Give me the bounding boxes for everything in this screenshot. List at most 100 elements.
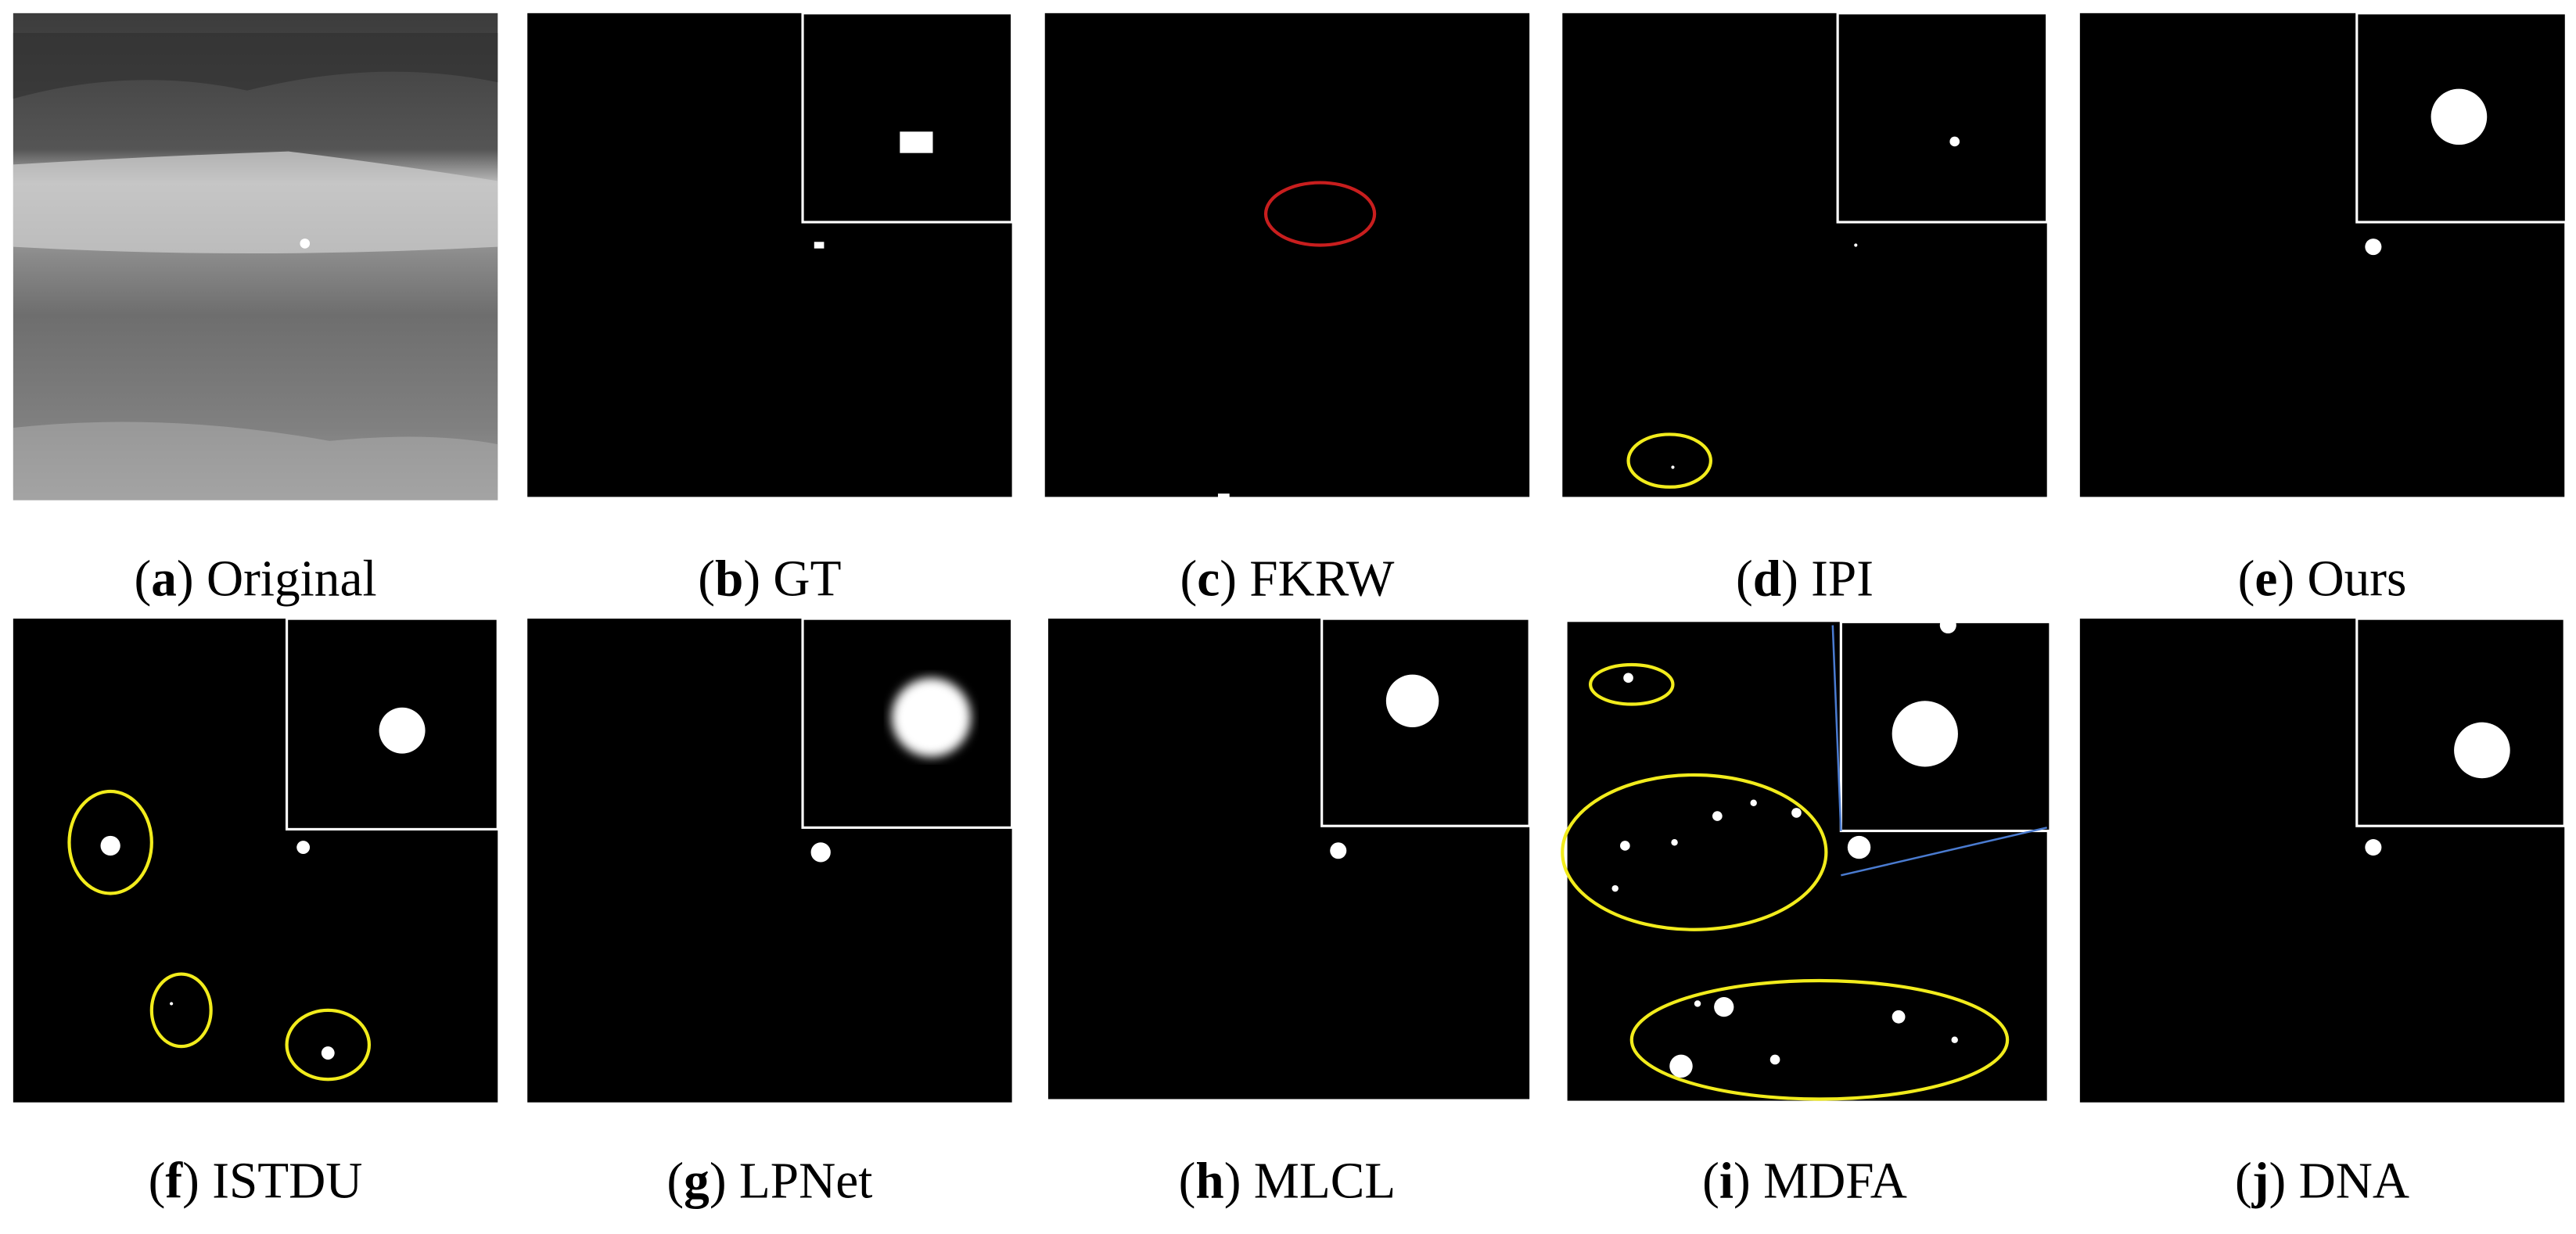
target-blob bbox=[1949, 136, 1960, 147]
highlight-ellipse bbox=[1561, 773, 1828, 931]
caption: (f) ISTDU bbox=[149, 1153, 363, 1210]
highlight-ellipse bbox=[1263, 181, 1377, 247]
caption: (d) IPI bbox=[1736, 551, 1874, 608]
target-blob bbox=[1669, 1054, 1693, 1078]
result-image bbox=[1047, 617, 1531, 1099]
caption-part: ( bbox=[698, 551, 715, 608]
target-blob bbox=[1939, 617, 1956, 634]
caption-part: c bbox=[1197, 551, 1220, 608]
target-blob bbox=[1611, 884, 1619, 892]
caption-part: f bbox=[165, 1153, 183, 1210]
target-blob bbox=[1671, 839, 1678, 846]
target-blob bbox=[1750, 799, 1757, 806]
highlight-ellipse bbox=[1626, 432, 1713, 489]
image-background bbox=[1044, 13, 1530, 497]
target-blob bbox=[891, 677, 971, 757]
caption-part: ( bbox=[149, 1153, 166, 1210]
result-image bbox=[1561, 617, 2052, 1101]
caption: (c) FKRW bbox=[1180, 551, 1395, 608]
target-blob bbox=[1791, 808, 1802, 818]
caption: (a) Original bbox=[135, 551, 377, 608]
target-blob bbox=[379, 707, 426, 754]
target-blob bbox=[1892, 701, 1958, 767]
target-blob bbox=[814, 242, 825, 249]
result-image bbox=[1562, 12, 2049, 497]
target-blob bbox=[1217, 493, 1230, 500]
highlight-ellipse bbox=[1629, 978, 2010, 1101]
caption-part: ( bbox=[1736, 551, 1753, 608]
result-image bbox=[2079, 617, 2566, 1103]
result-image bbox=[2079, 12, 2567, 497]
target-blob bbox=[1769, 1054, 1780, 1065]
caption-part: i bbox=[1719, 1153, 1734, 1210]
result-image bbox=[1044, 13, 1530, 500]
result-image bbox=[527, 617, 1014, 1103]
highlight-ellipse bbox=[149, 972, 213, 1049]
caption: (j) DNA bbox=[2235, 1153, 2409, 1210]
caption-part: ) LPNet bbox=[710, 1153, 873, 1210]
target-blob bbox=[1330, 842, 1347, 859]
target-blob bbox=[2365, 839, 2382, 856]
caption-part: ( bbox=[2238, 551, 2255, 608]
caption-part: d bbox=[1753, 551, 1781, 608]
caption-part: ) MDFA bbox=[1734, 1153, 1907, 1210]
caption: (h) MLCL bbox=[1179, 1153, 1396, 1210]
target-blob bbox=[2365, 239, 2382, 256]
caption-part: ( bbox=[1180, 551, 1198, 608]
target-blob bbox=[2454, 722, 2510, 779]
target-blob bbox=[1951, 1036, 1958, 1043]
target-blob bbox=[810, 842, 831, 863]
target-blob bbox=[1671, 465, 1675, 469]
original-image bbox=[13, 13, 498, 500]
target-blob bbox=[296, 841, 311, 854]
caption-part: ) FKRW bbox=[1220, 551, 1395, 608]
caption-part: ( bbox=[2235, 1153, 2252, 1210]
zoom-inset bbox=[2355, 617, 2566, 827]
caption-part: ) IPI bbox=[1781, 551, 1874, 608]
target-blob bbox=[100, 835, 120, 856]
target-blob bbox=[1714, 997, 1734, 1017]
zoom-line bbox=[1831, 625, 1842, 831]
caption: (g) LPNet bbox=[666, 1153, 872, 1210]
target-blob bbox=[321, 1046, 335, 1060]
caption-part: j bbox=[2251, 1153, 2269, 1210]
target-blob bbox=[1847, 835, 1871, 859]
zoom-inset bbox=[801, 12, 1014, 224]
caption-part: ( bbox=[1179, 1153, 1196, 1210]
caption-part: e bbox=[2254, 551, 2277, 608]
caption-part: ) ISTDU bbox=[182, 1153, 362, 1210]
target-blob bbox=[1385, 674, 1439, 727]
target-blob bbox=[900, 131, 933, 153]
caption-part: ( bbox=[666, 1153, 684, 1210]
highlight-ellipse bbox=[285, 1008, 372, 1082]
target-blob bbox=[1854, 243, 1858, 247]
caption: (i) MDFA bbox=[1702, 1153, 1907, 1210]
highlight-ellipse bbox=[67, 789, 153, 895]
target-blob bbox=[2430, 88, 2488, 145]
caption-part: g bbox=[684, 1153, 710, 1210]
target-blob bbox=[170, 1002, 174, 1006]
caption-part: a bbox=[151, 551, 177, 608]
caption-part: h bbox=[1195, 1153, 1223, 1210]
caption: (e) Ours bbox=[2238, 551, 2407, 608]
caption-part: ) Ours bbox=[2277, 551, 2406, 608]
highlight-ellipse bbox=[1588, 662, 1675, 706]
caption: (b) GT bbox=[698, 551, 841, 608]
caption-part: ) GT bbox=[743, 551, 841, 608]
result-image bbox=[13, 617, 499, 1103]
target-blob bbox=[1712, 811, 1723, 821]
target-blob bbox=[1892, 1010, 1906, 1024]
zoom-inset bbox=[1836, 12, 2049, 224]
target-blob bbox=[1620, 841, 1630, 851]
caption-part: ( bbox=[1702, 1153, 1719, 1210]
caption-part: ) Original bbox=[177, 551, 377, 608]
caption-part: ( bbox=[135, 551, 152, 608]
target-blob bbox=[1623, 673, 1633, 683]
caption-part: ) DNA bbox=[2269, 1153, 2410, 1210]
caption-part: ) MLCL bbox=[1224, 1153, 1396, 1210]
target-blob bbox=[1694, 1000, 1701, 1007]
zoom-line bbox=[1841, 827, 2047, 877]
result-image bbox=[527, 12, 1014, 497]
